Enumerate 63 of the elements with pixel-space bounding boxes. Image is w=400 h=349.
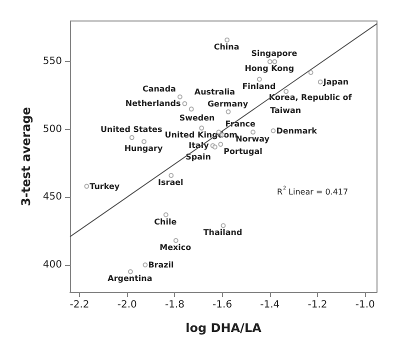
- annotation: Mexico: [160, 243, 192, 252]
- annotation: United States: [100, 125, 162, 134]
- y-tick-label: 400: [42, 259, 62, 270]
- point: [220, 223, 226, 228]
- annotation: Thailand: [203, 228, 242, 238]
- x-tick-label: -1.0: [355, 300, 375, 310]
- x-tick-label: -2.0: [117, 300, 137, 310]
- point: [267, 59, 272, 64]
- point: [84, 184, 90, 189]
- point: [177, 94, 182, 100]
- annotation: Denmark: [276, 126, 318, 136]
- point: [272, 59, 278, 64]
- annotation: Norway: [236, 134, 270, 144]
- point: [318, 79, 323, 84]
- point: [308, 70, 314, 75]
- x-tick-label: -1.2: [308, 300, 328, 310]
- annotation: Argentina: [108, 274, 152, 284]
- annotation: Israel: [158, 178, 184, 187]
- annotation: Finland: [242, 82, 276, 91]
- annotation: Japan: [322, 77, 349, 86]
- point: [182, 101, 188, 106]
- point: [284, 88, 289, 94]
- point: [128, 269, 133, 274]
- point: [163, 212, 168, 218]
- annotation: Australia: [194, 88, 236, 97]
- annotation: Sweden: [179, 114, 216, 123]
- x-tick-label: -1.6: [212, 300, 232, 310]
- annotation: Brazil: [148, 260, 174, 270]
- y-axis-title: 3-test average: [19, 106, 34, 206]
- annotation: United Kingdom: [164, 130, 238, 140]
- y-tick-label: 450: [42, 192, 62, 203]
- point: [199, 126, 204, 131]
- point: [226, 109, 231, 114]
- annotation: Hungary: [124, 144, 164, 154]
- y-tick-label: 550: [42, 56, 62, 68]
- point: [256, 76, 262, 82]
- annotation: China: [214, 42, 240, 52]
- point: [142, 262, 148, 268]
- point: [270, 128, 276, 134]
- point: [218, 142, 224, 147]
- point: [142, 139, 147, 144]
- annotation: Korea, Republic of: [268, 92, 352, 102]
- x-tick-label: -2.2: [70, 300, 90, 310]
- y-tick-label: 500: [42, 124, 62, 135]
- annotation: Canada: [142, 84, 176, 94]
- x-axis-title: log DHA/LA: [186, 321, 262, 335]
- x-tick-label: -1.8: [164, 300, 184, 310]
- annotation: Germany: [207, 99, 249, 108]
- annotation: Turkey: [90, 182, 120, 191]
- point: [224, 37, 230, 42]
- x-tick-label: -1.4: [260, 300, 280, 310]
- annotation: Portugal: [224, 146, 263, 156]
- point: [173, 238, 178, 244]
- annotation: Spain: [186, 152, 212, 162]
- point: [168, 172, 174, 178]
- annotation: Taiwan: [270, 106, 302, 115]
- annotation: Singapore: [251, 49, 298, 58]
- annotation: Chile: [154, 217, 178, 226]
- point: [129, 135, 134, 140]
- point: [250, 130, 256, 135]
- annotation: Netherlands: [125, 99, 181, 108]
- annotation: Hong Kong: [244, 64, 294, 74]
- point: [188, 106, 194, 112]
